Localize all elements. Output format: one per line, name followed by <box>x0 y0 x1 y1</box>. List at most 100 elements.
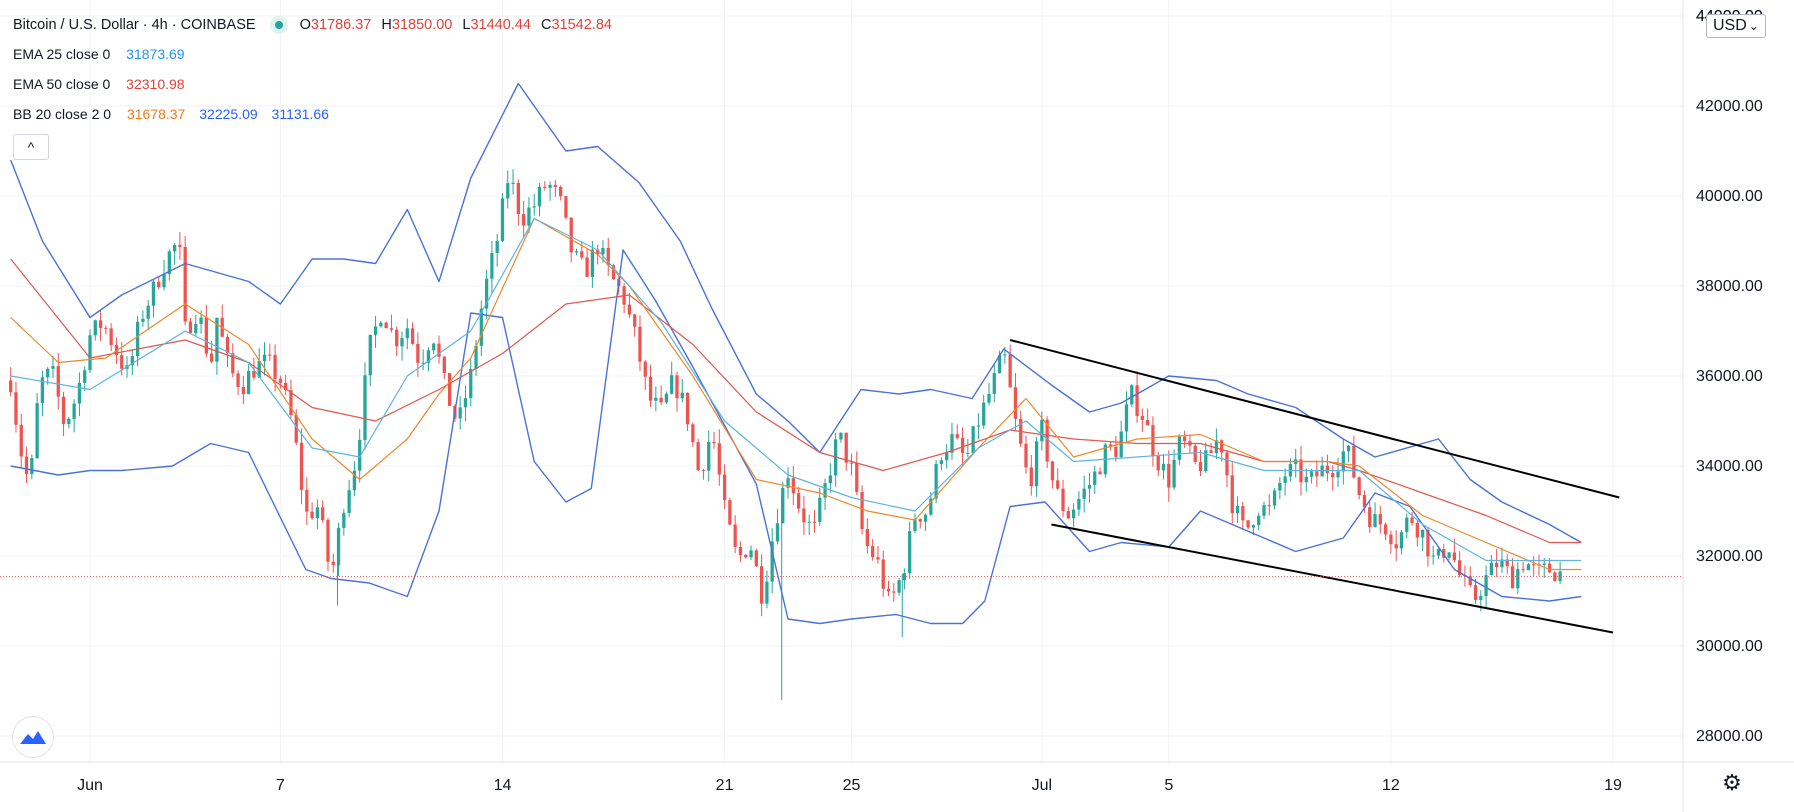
bb-basis-value: 31678.37 <box>126 106 186 122</box>
candle <box>897 577 901 596</box>
candle <box>823 478 827 511</box>
candle-body <box>495 240 499 254</box>
candle-body <box>1479 596 1483 600</box>
candle <box>707 430 711 482</box>
candle <box>1235 496 1240 524</box>
open-value: 31786.37 <box>310 16 372 33</box>
candle-body <box>1526 564 1531 571</box>
candle-body <box>469 368 473 399</box>
candle <box>638 315 642 372</box>
candle <box>1204 442 1208 473</box>
candle-body <box>1161 463 1166 471</box>
candle-body <box>46 368 50 378</box>
candle <box>1331 465 1335 491</box>
time-tick-label: 12 <box>1382 777 1400 794</box>
indicator-ema25[interactable]: EMA 25 close 0 31873.69 <box>13 46 189 62</box>
candle-body <box>722 474 727 501</box>
candle-body <box>40 377 45 404</box>
channel-upper-trendline <box>1009 339 1620 499</box>
candle-body <box>310 511 314 519</box>
candle-body <box>336 527 341 566</box>
candle-body <box>744 554 748 558</box>
candle-body <box>1034 441 1039 487</box>
candle-body <box>580 251 584 258</box>
candle <box>1225 450 1229 488</box>
candle-body <box>516 182 520 215</box>
candle <box>685 392 690 432</box>
candle-body <box>1447 552 1451 558</box>
indicator-bb[interactable]: BB 20 close 2 0 31678.37 32225.09 31131.… <box>13 106 333 122</box>
candle <box>1130 384 1134 408</box>
candle <box>368 334 372 387</box>
candle-body <box>1135 385 1139 417</box>
candle-body <box>701 470 706 472</box>
candle-body <box>1362 495 1367 508</box>
candle-body <box>9 380 13 393</box>
tradingview-logo-icon[interactable] <box>12 716 54 758</box>
candle <box>194 315 198 337</box>
candle <box>796 486 801 513</box>
candle <box>1172 449 1176 490</box>
candle <box>1510 558 1515 589</box>
candle <box>786 467 790 499</box>
candle <box>849 453 854 476</box>
candle-body <box>611 265 616 280</box>
candle-body <box>997 354 1002 374</box>
symbol-title[interactable]: Bitcoin / U.S. Dollar · 4h · COINBASE <box>13 16 256 33</box>
candle-body <box>1426 529 1430 557</box>
candle <box>61 391 66 437</box>
price-tick-label: 34000.00 <box>1696 458 1763 475</box>
candle <box>1087 472 1092 503</box>
currency-selector[interactable]: USD ⌄ <box>1706 14 1766 38</box>
candle-body <box>527 207 531 226</box>
candle <box>35 393 39 459</box>
candle-body <box>521 214 526 226</box>
candle-body <box>194 323 198 334</box>
candle <box>738 541 743 563</box>
price-tick-label: 30000.00 <box>1696 638 1763 655</box>
candle-body <box>1177 436 1182 460</box>
candle-body <box>500 198 505 241</box>
candle <box>664 391 669 405</box>
candle-body <box>1230 475 1234 514</box>
candle-body <box>1061 488 1065 512</box>
indicator-ema50[interactable]: EMA 50 close 0 32310.98 <box>13 76 189 92</box>
candle <box>1389 530 1393 554</box>
candle <box>1325 454 1330 482</box>
candle-body <box>759 566 764 604</box>
candle-body <box>305 489 309 512</box>
candle-body <box>1532 564 1536 566</box>
candle <box>902 568 907 590</box>
candle-body <box>844 432 848 463</box>
candle-body <box>897 580 901 593</box>
candle-body <box>178 244 182 248</box>
candle-body <box>881 559 885 589</box>
candle <box>871 538 875 561</box>
candle <box>1378 505 1382 534</box>
candle-body <box>738 546 743 555</box>
candle-body <box>363 375 367 440</box>
candle <box>1267 494 1271 516</box>
candle-body <box>1156 455 1160 471</box>
candle-body <box>543 186 547 188</box>
candle-body <box>1251 525 1256 528</box>
candle <box>564 196 568 220</box>
candle <box>1241 502 1245 530</box>
time-tick-label: 25 <box>843 777 861 794</box>
candle-body <box>204 317 208 354</box>
candle-body <box>685 392 690 425</box>
candle-body <box>352 470 357 491</box>
gear-icon[interactable]: ⚙ <box>1722 770 1742 795</box>
market-status-icon <box>269 16 288 34</box>
candle-body <box>225 336 230 354</box>
candle <box>437 335 441 364</box>
candle-body <box>659 397 663 403</box>
candle <box>67 416 71 429</box>
candle <box>1368 501 1372 533</box>
candle-body <box>405 328 409 339</box>
candle <box>284 374 288 396</box>
candle-body <box>643 361 647 377</box>
candle <box>236 370 240 396</box>
collapse-indicators-button[interactable]: ^ <box>13 134 49 160</box>
